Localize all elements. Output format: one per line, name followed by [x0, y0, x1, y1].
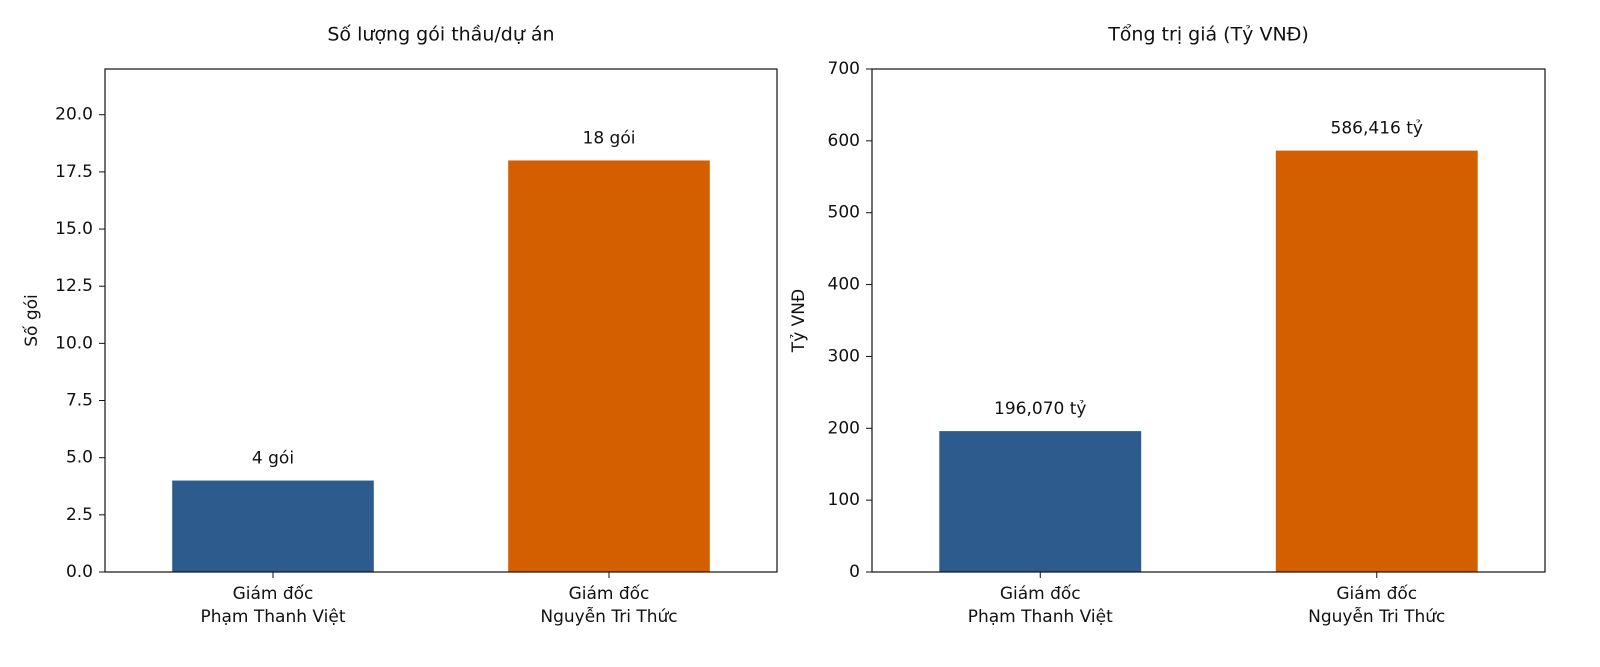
plot-frame	[104, 68, 778, 573]
y-tick-label: 7.5	[66, 391, 93, 411]
bar	[508, 160, 710, 573]
y-tick-label: 15.0	[55, 219, 93, 239]
y-tick-label: 600	[828, 131, 860, 151]
y-tick-label: 300	[828, 346, 860, 366]
y-tick-label: 0	[849, 562, 860, 582]
y-tick-label: 2.5	[66, 505, 93, 525]
value-label: 4 gói	[252, 449, 294, 469]
x-tick-label: Giám đốc Phạm Thanh Việt	[200, 583, 345, 627]
bar	[172, 480, 374, 572]
bar	[939, 431, 1142, 572]
x-tick-label: Giám đốc Phạm Thanh Việt	[968, 583, 1113, 627]
y-tick-label: 0.0	[66, 562, 93, 582]
y-tick-label: 17.5	[55, 162, 93, 182]
y-tick-label: 200	[828, 418, 860, 438]
y-tick-label: 5.0	[66, 448, 93, 468]
value-label: 18 gói	[583, 128, 636, 148]
y-tick-label: 700	[828, 59, 860, 79]
y-tick-label: 400	[828, 275, 860, 295]
y-tick-label: 10.0	[55, 333, 93, 353]
y-axis-label: Tỷ VNĐ	[789, 289, 809, 353]
value-label: 196,070 tỷ	[994, 399, 1086, 419]
plot-frame	[871, 68, 1546, 573]
y-tick-label: 500	[828, 203, 860, 223]
value-label: 586,416 tỷ	[1331, 119, 1423, 139]
chart-title: Tổng trị giá (Tỷ VNĐ)	[1107, 24, 1309, 46]
y-axis-label: Số gói	[21, 294, 42, 347]
chart-title: Số lượng gói thầu/dự án	[327, 24, 554, 46]
y-tick-label: 12.5	[55, 276, 93, 296]
y-tick-label: 100	[828, 490, 860, 510]
x-tick-label: Giám đốc Nguyễn Tri Thức	[1308, 583, 1445, 627]
x-tick-label: Giám đốc Nguyễn Tri Thức	[540, 583, 677, 627]
y-tick-label: 20.0	[55, 105, 93, 125]
bar	[1275, 150, 1478, 572]
